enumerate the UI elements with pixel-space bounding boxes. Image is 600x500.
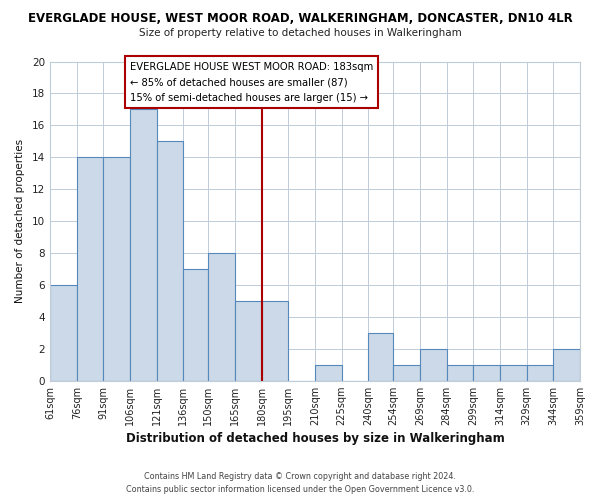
Bar — [208, 253, 235, 380]
Bar — [262, 301, 289, 380]
Bar — [473, 364, 500, 380]
Bar — [393, 364, 420, 380]
Bar — [315, 364, 342, 380]
Bar — [157, 142, 184, 380]
Bar — [103, 158, 130, 380]
Text: EVERGLADE HOUSE WEST MOOR ROAD: 183sqm
← 85% of detached houses are smaller (87): EVERGLADE HOUSE WEST MOOR ROAD: 183sqm ←… — [130, 62, 373, 102]
X-axis label: Distribution of detached houses by size in Walkeringham: Distribution of detached houses by size … — [125, 432, 505, 445]
Bar — [527, 364, 553, 380]
Bar — [50, 285, 77, 380]
Y-axis label: Number of detached properties: Number of detached properties — [15, 139, 25, 303]
Bar — [500, 364, 527, 380]
Bar — [77, 158, 103, 380]
Bar — [235, 301, 262, 380]
Bar — [420, 349, 446, 380]
Bar — [184, 269, 208, 380]
Text: Contains HM Land Registry data © Crown copyright and database right 2024.
Contai: Contains HM Land Registry data © Crown c… — [126, 472, 474, 494]
Bar — [130, 110, 157, 380]
Bar — [446, 364, 473, 380]
Bar — [368, 333, 393, 380]
Text: EVERGLADE HOUSE, WEST MOOR ROAD, WALKERINGHAM, DONCASTER, DN10 4LR: EVERGLADE HOUSE, WEST MOOR ROAD, WALKERI… — [28, 12, 572, 26]
Text: Size of property relative to detached houses in Walkeringham: Size of property relative to detached ho… — [139, 28, 461, 38]
Bar — [553, 349, 580, 380]
